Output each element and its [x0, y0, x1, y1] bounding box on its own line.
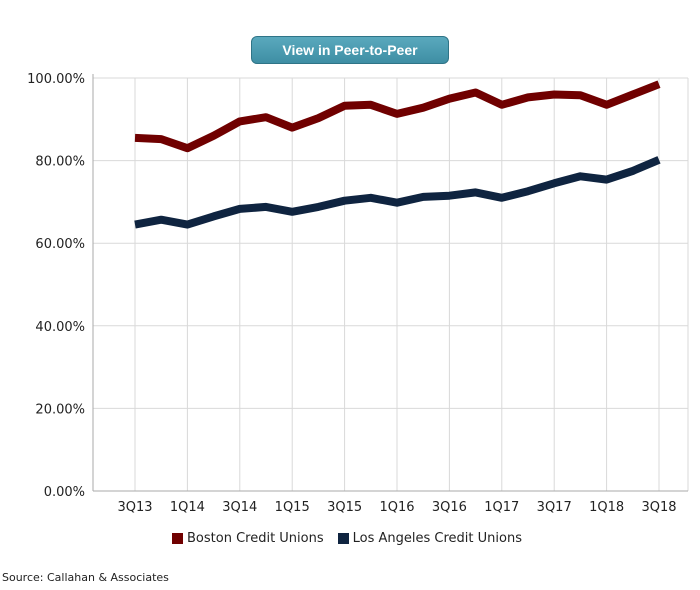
legend-item-los-angeles[interactable]: Los Angeles Credit Unions	[337, 531, 522, 546]
x-tick-label: 1Q16	[379, 500, 414, 515]
legend-swatch-los-angeles	[337, 533, 349, 544]
y-tick-label: 40.00%	[35, 320, 85, 335]
legend-swatch-boston	[172, 533, 183, 544]
y-tick-label: 20.00%	[35, 402, 85, 417]
x-tick-label: 3Q17	[537, 500, 572, 515]
x-tick-label: 1Q17	[484, 500, 519, 515]
x-tick-label: 3Q13	[117, 500, 152, 515]
x-tick-label: 1Q14	[170, 500, 205, 515]
x-tick-label: 1Q15	[275, 500, 310, 515]
x-tick-label: 1Q18	[589, 500, 624, 515]
x-tick-label: 3Q15	[327, 500, 362, 515]
y-tick-label: 0.00%	[44, 485, 85, 500]
legend-item-boston[interactable]: Boston Credit Unions	[172, 531, 324, 546]
line-chart: 0.00% 20.00% 40.00% 60.00% 80.00% 100.00% 3Q13…	[27, 72, 689, 515]
x-tick-label: 3Q14	[222, 500, 257, 515]
x-tick-label: 3Q18	[641, 500, 676, 515]
legend-label-los-angeles: Los Angeles Credit Unions	[352, 531, 522, 546]
legend: Boston Credit Unions Los Angeles Credit …	[172, 531, 522, 546]
source-note: Source: Callahan & Associates	[2, 571, 169, 584]
legend-label-boston: Boston Credit Unions	[187, 531, 324, 546]
y-tick-label: 60.00%	[35, 237, 85, 252]
series-line-boston	[134, 80, 661, 153]
x-tick-label: 3Q16	[432, 500, 467, 515]
view-in-peer-to-peer-button[interactable]: View in Peer-to-Peer	[251, 36, 449, 64]
series-line-los-angeles	[134, 156, 661, 229]
y-tick-label: 100.00%	[27, 72, 85, 87]
y-tick-label: 80.00%	[35, 155, 85, 170]
